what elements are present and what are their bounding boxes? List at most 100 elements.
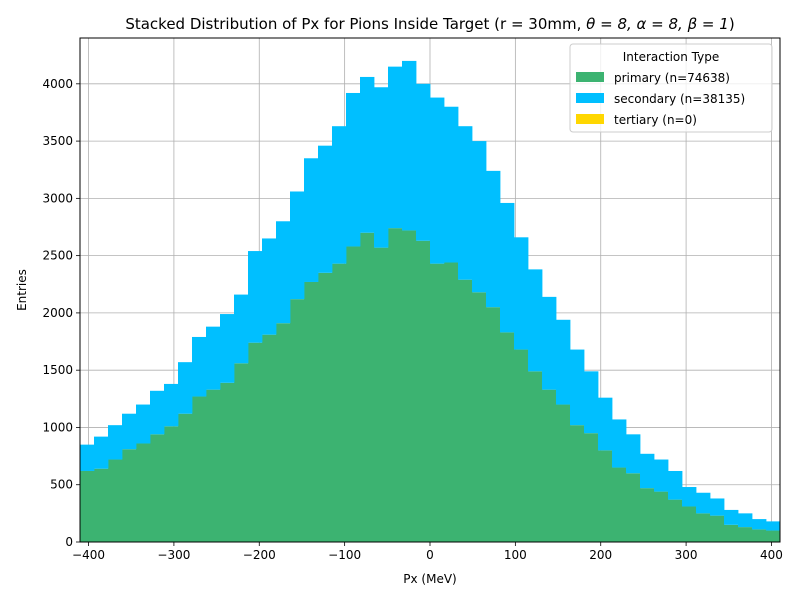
bar-primary-bin-20 [360, 232, 375, 542]
bar-secondary-bin-11 [234, 294, 249, 364]
bar-primary-bin-39 [626, 473, 641, 542]
bar-secondary-bin-32 [528, 269, 543, 372]
bar-primary-bin-26 [444, 262, 459, 542]
bar-secondary-bin-47 [738, 513, 753, 528]
bar-primary-bin-40 [640, 488, 655, 542]
x-tick-label: −100 [328, 548, 361, 562]
bar-primary-bin-30 [500, 332, 515, 542]
legend-label-primary: primary (n=74638) [614, 71, 730, 85]
bar-secondary-bin-49 [766, 521, 781, 531]
bar-secondary-bin-19 [346, 92, 361, 247]
bar-primary-bin-6 [164, 426, 179, 542]
bar-secondary-bin-42 [668, 470, 683, 500]
legend-swatch-primary [576, 72, 604, 82]
y-tick-label: 1500 [42, 363, 73, 377]
legend-label-secondary: secondary (n=38135) [614, 92, 745, 106]
bar-primary-bin-18 [332, 263, 347, 542]
x-tick-label: 400 [760, 548, 783, 562]
bar-primary-bin-10 [220, 382, 235, 542]
bar-secondary-bin-8 [192, 336, 207, 397]
y-tick-label: 2000 [42, 306, 73, 320]
bar-primary-bin-43 [682, 506, 697, 542]
bar-primary-bin-22 [388, 228, 403, 543]
bar-primary-bin-37 [598, 450, 613, 542]
bar-secondary-bin-26 [444, 106, 459, 263]
x-tick-label: −200 [243, 548, 276, 562]
bar-secondary-bin-38 [612, 419, 627, 468]
bar-primary-bin-49 [766, 530, 781, 542]
bar-primary-bin-28 [472, 292, 487, 542]
bar-secondary-bin-10 [220, 314, 235, 383]
bar-secondary-bin-6 [164, 383, 179, 427]
bar-secondary-bin-22 [388, 66, 403, 229]
y-tick-label: 4000 [42, 77, 73, 91]
x-tick-label: 300 [675, 548, 698, 562]
bar-secondary-bin-24 [416, 83, 431, 241]
bar-primary-bin-27 [458, 279, 473, 542]
bar-secondary-bin-15 [290, 191, 305, 300]
bar-primary-bin-32 [528, 371, 543, 542]
legend-label-tertiary: tertiary (n=0) [614, 113, 697, 127]
bar-primary-bin-46 [724, 524, 739, 542]
bar-primary-bin-23 [402, 230, 417, 542]
bar-primary-bin-34 [556, 404, 571, 542]
legend-swatch-tertiary [576, 114, 604, 124]
bar-primary-bin-11 [234, 363, 249, 542]
x-tick-label: 0 [426, 548, 434, 562]
y-tick-label: 3000 [42, 191, 73, 205]
bar-primary-bin-0 [80, 470, 95, 542]
bar-secondary-bin-33 [542, 296, 557, 390]
bar-primary-bin-35 [570, 425, 585, 542]
bar-secondary-bin-28 [472, 141, 487, 293]
bar-primary-bin-4 [136, 443, 151, 542]
chart-title: Stacked Distribution of Px for Pions Ins… [125, 15, 734, 33]
bar-secondary-bin-21 [374, 87, 389, 248]
y-tick-label: 2500 [42, 249, 73, 263]
y-tick-label: 0 [65, 535, 73, 549]
bar-secondary-bin-29 [486, 170, 501, 308]
bar-secondary-bin-25 [430, 97, 445, 264]
bar-primary-bin-36 [584, 433, 599, 542]
bar-secondary-bin-12 [248, 251, 263, 343]
bar-secondary-bin-39 [626, 434, 641, 474]
bar-secondary-bin-9 [206, 326, 221, 390]
bar-primary-bin-15 [290, 299, 305, 542]
y-axis-label: Entries [15, 269, 29, 311]
bar-primary-bin-14 [276, 323, 291, 542]
bar-secondary-bin-4 [136, 404, 151, 444]
bar-secondary-bin-16 [304, 158, 319, 282]
bar-primary-bin-31 [514, 349, 529, 542]
bar-primary-bin-21 [374, 247, 389, 543]
bar-primary-bin-1 [94, 468, 109, 542]
bar-primary-bin-17 [318, 272, 333, 542]
axis-ticks: −400 −300 −200 −100 0 100 200 300 40005001000150… [42, 77, 782, 562]
bar-primary-bin-8 [192, 396, 207, 542]
bar-primary-bin-12 [248, 342, 263, 542]
bar-primary-bin-33 [542, 389, 557, 542]
x-tick-label: 200 [589, 548, 612, 562]
bar-primary-bin-2 [108, 459, 123, 542]
bar-secondary-bin-0 [80, 444, 95, 471]
bar-secondary-bin-17 [318, 145, 333, 273]
y-tick-label: 3500 [42, 134, 73, 148]
bar-secondary-bin-34 [556, 319, 571, 405]
bar-primary-bin-13 [262, 334, 277, 542]
bar-secondary-bin-2 [108, 425, 123, 460]
bar-secondary-bin-31 [514, 237, 529, 350]
bar-secondary-bin-14 [276, 221, 291, 324]
bar-primary-bin-44 [696, 513, 711, 542]
bar-secondary-bin-46 [724, 509, 739, 525]
legend: Interaction Type primary (n=74638) secon… [569, 43, 773, 133]
bar-secondary-bin-30 [500, 202, 515, 333]
x-axis-label: Px (MeV) [403, 572, 456, 586]
bar-primary-bin-25 [430, 263, 445, 542]
legend-box [569, 43, 773, 133]
bar-primary-bin-47 [738, 527, 753, 542]
bar-secondary-bin-35 [570, 349, 585, 426]
histogram-bars [80, 60, 781, 543]
bar-primary-bin-5 [150, 434, 165, 542]
bar-primary-bin-29 [486, 307, 501, 542]
bar-secondary-bin-48 [752, 519, 767, 530]
